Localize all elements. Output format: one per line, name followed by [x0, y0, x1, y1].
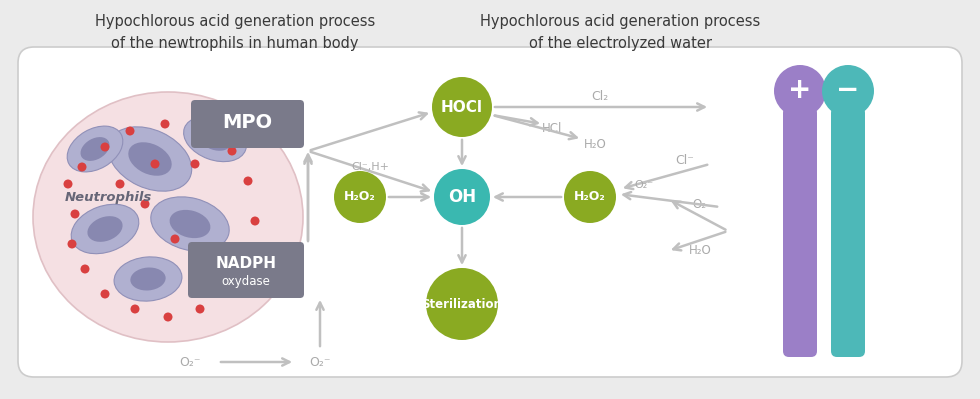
Circle shape [251, 217, 260, 225]
Text: O₂⁻: O₂⁻ [310, 356, 331, 369]
Ellipse shape [33, 92, 303, 342]
Circle shape [77, 162, 86, 172]
Circle shape [68, 239, 76, 249]
Text: Cl⁻: Cl⁻ [675, 154, 695, 168]
Ellipse shape [199, 127, 231, 151]
Circle shape [564, 171, 616, 223]
Circle shape [334, 171, 386, 223]
Text: H₂O₂: H₂O₂ [574, 190, 606, 203]
Ellipse shape [87, 216, 122, 242]
Text: NADPH: NADPH [216, 257, 276, 271]
Circle shape [64, 180, 73, 188]
Circle shape [822, 65, 874, 117]
Text: +: + [788, 76, 811, 104]
Circle shape [195, 304, 205, 314]
Text: H₂O: H₂O [689, 245, 711, 257]
Circle shape [116, 180, 124, 188]
Circle shape [195, 126, 205, 136]
Circle shape [71, 209, 79, 219]
Circle shape [80, 265, 89, 273]
Circle shape [243, 255, 253, 263]
Ellipse shape [183, 117, 246, 162]
Text: MPO: MPO [221, 113, 272, 132]
Ellipse shape [130, 267, 166, 290]
Text: Sterilization: Sterilization [421, 298, 503, 310]
Circle shape [243, 176, 253, 186]
Circle shape [151, 160, 160, 168]
Text: OH: OH [448, 188, 476, 206]
Ellipse shape [114, 257, 182, 301]
Ellipse shape [68, 126, 122, 172]
Circle shape [434, 169, 490, 225]
Text: Neutrophils: Neutrophils [65, 190, 152, 203]
FancyBboxPatch shape [188, 242, 304, 298]
Text: O₂: O₂ [692, 198, 706, 211]
Ellipse shape [72, 204, 139, 254]
Ellipse shape [151, 197, 229, 251]
Text: HCl: HCl [542, 122, 563, 136]
Circle shape [101, 142, 110, 152]
Circle shape [164, 312, 172, 322]
Circle shape [101, 290, 110, 298]
Text: Hypochlorous acid generation process
of the newtrophils in human body: Hypochlorous acid generation process of … [95, 14, 375, 51]
FancyBboxPatch shape [18, 47, 962, 377]
Circle shape [426, 268, 498, 340]
Text: H₂O: H₂O [584, 138, 607, 150]
Text: Cl₂: Cl₂ [591, 91, 609, 103]
Text: −: − [836, 76, 859, 104]
Text: Hypochlorous acid generation process
of the electrolyzed water: Hypochlorous acid generation process of … [480, 14, 760, 51]
Ellipse shape [108, 127, 192, 191]
Text: Cl⁻,H+: Cl⁻,H+ [351, 162, 389, 172]
Ellipse shape [170, 210, 211, 238]
Circle shape [140, 200, 150, 209]
Circle shape [223, 284, 232, 294]
FancyBboxPatch shape [831, 107, 865, 357]
FancyBboxPatch shape [191, 100, 304, 148]
Ellipse shape [80, 137, 110, 161]
Text: O₂⁻: O₂⁻ [179, 356, 201, 369]
Text: H₂O₂: H₂O₂ [344, 190, 376, 203]
Circle shape [125, 126, 134, 136]
Circle shape [171, 235, 179, 243]
Circle shape [190, 160, 200, 168]
Text: HOCl: HOCl [441, 99, 483, 115]
Circle shape [161, 119, 170, 128]
Circle shape [432, 77, 492, 137]
Circle shape [774, 65, 826, 117]
Text: oxydase: oxydase [221, 275, 270, 288]
FancyBboxPatch shape [783, 107, 817, 357]
Circle shape [130, 304, 139, 314]
Circle shape [227, 146, 236, 156]
Text: O₂⁻: O₂⁻ [634, 180, 653, 190]
Ellipse shape [128, 142, 171, 176]
